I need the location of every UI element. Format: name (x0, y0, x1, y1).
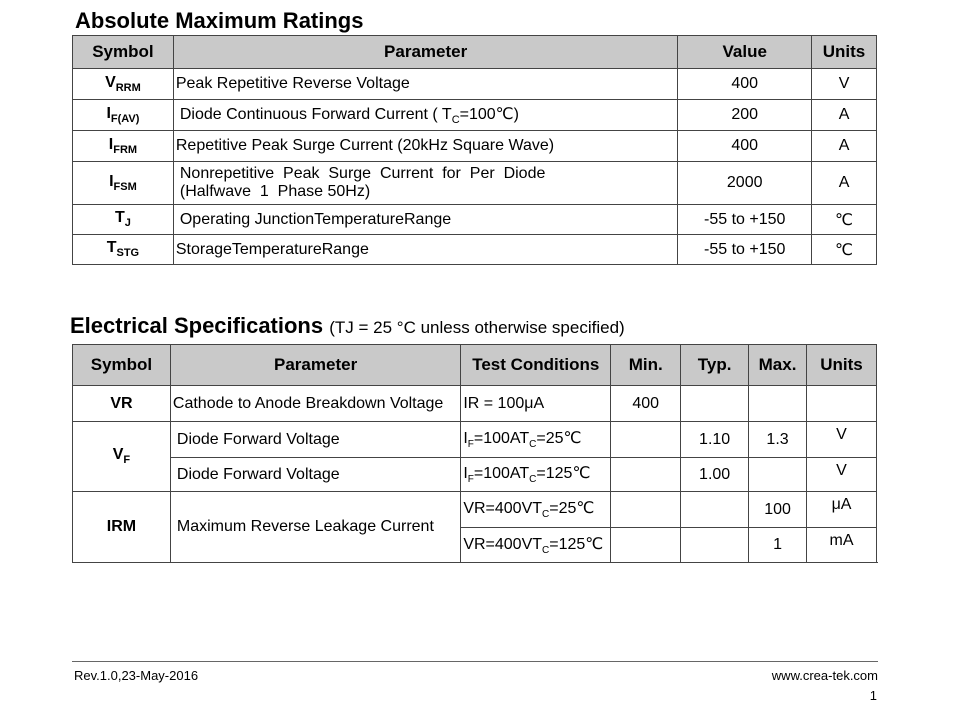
condition-cell: IR = 100μA (460, 385, 612, 422)
elec-header-min: Min. (610, 344, 682, 386)
max-cell: 1 (748, 527, 808, 562)
table-row: TSTG StorageTemperatureRange -55 to +150… (72, 234, 877, 265)
table-row: VR Cathode to Anode Breakdown Voltage IR… (72, 385, 877, 422)
revision-text: Rev.1.0,23-May-2016 (74, 668, 199, 683)
parameter-cell: Repetitive Peak Surge Current (20kHz Squ… (172, 130, 679, 162)
value-cell: 200 (677, 99, 813, 131)
symbol-cell: TSTG (72, 234, 174, 265)
value-cell: 400 (677, 130, 813, 162)
parameter-cell: Diode Forward Voltage (169, 421, 462, 458)
max-cell (748, 457, 808, 492)
symbol-cell: TJ (72, 204, 174, 235)
condition-cell: VR=400VTC=25℃ (460, 491, 612, 528)
table-row: Diode Forward Voltage IF=100ATC=125℃ 1.0… (73, 457, 877, 492)
elec-header-typ: Typ. (680, 344, 750, 386)
absolute-ratings-table: Symbol Parameter Value Units VRRM Peak R… (72, 35, 877, 265)
condition-cell: IF=100ATC=25℃ (460, 421, 612, 458)
elec-header-conditions: Test Conditions (460, 344, 612, 386)
min-cell: 400 (610, 385, 682, 422)
value-cell: 400 (677, 68, 813, 100)
max-cell: 1.3 (748, 421, 808, 458)
typ-cell (680, 385, 750, 422)
typ-cell (680, 527, 750, 562)
max-cell (748, 385, 808, 422)
elec-header-units: Units (806, 344, 877, 386)
symbol-cell: IFSM (72, 161, 174, 205)
page-number: 1 (869, 688, 877, 703)
website-link[interactable]: www.crea-tek.com (771, 668, 878, 683)
symbol-cell: IFRM (72, 130, 174, 162)
elec-header-parameter: Parameter (169, 344, 462, 386)
table-row: TJ Operating JunctionTemperatureRange -5… (72, 204, 877, 235)
symbol-cell: VF (72, 421, 171, 492)
parameter-cell: StorageTemperatureRange (172, 234, 679, 265)
parameter-cell: Cathode to Anode Breakdown Voltage (169, 385, 462, 422)
abs-header-symbol: Symbol (72, 35, 174, 69)
table-row: VR=400VTC=125℃ 1 mA (73, 527, 877, 562)
value-cell: -55 to +150 (677, 234, 813, 265)
parameter-cell: Operating JunctionTemperatureRange (172, 204, 679, 235)
table-row: IFSM Nonrepetitive Peak Surge Current fo… (72, 161, 877, 205)
min-cell (610, 457, 682, 492)
condition-cell: VR=400VTC=125℃ (460, 527, 612, 562)
table-row: VRRM Peak Repetitive Reverse Voltage 400… (72, 68, 877, 100)
typ-cell: 1.10 (680, 421, 750, 458)
electrical-specs-title: Electrical Specifications (TJ = 25 °C un… (70, 313, 625, 338)
unit-cell (806, 385, 877, 422)
parameter-cell: Diode Forward Voltage (169, 457, 462, 492)
symbol-cell: IRM (72, 491, 171, 562)
elec-header-max: Max. (748, 344, 808, 386)
parameter-cell: Peak Repetitive Reverse Voltage (172, 68, 679, 100)
abs-header-parameter: Parameter (172, 35, 679, 69)
electrical-specs-note: (TJ = 25 °C unless otherwise specified) (329, 318, 625, 337)
unit-cell: A (811, 130, 877, 162)
unit-cell: mA (806, 527, 877, 562)
value-cell: -55 to +150 (677, 204, 813, 235)
unit-cell: ℃ (811, 234, 877, 265)
typ-cell: 1.00 (680, 457, 750, 492)
unit-cell: V (806, 421, 877, 458)
max-cell: 100 (748, 491, 808, 528)
unit-cell: ℃ (811, 204, 877, 235)
min-cell (610, 527, 682, 562)
abs-header-value: Value (677, 35, 813, 69)
value-cell: 2000 (677, 161, 813, 205)
unit-cell: μA (806, 491, 877, 528)
symbol-cell: VRRM (72, 68, 174, 100)
parameter-cell: Maximum Reverse Leakage Current (169, 491, 462, 562)
unit-cell: V (806, 457, 877, 492)
footer-divider (72, 661, 878, 662)
parameter-cell: Diode Continuous Forward Current ( TC=10… (172, 99, 679, 131)
symbol-cell: VR (72, 385, 171, 422)
unit-cell: V (811, 68, 877, 100)
table-bottom-rule (72, 562, 878, 563)
unit-cell: A (811, 99, 877, 131)
abs-header-units: Units (811, 35, 877, 69)
min-cell (610, 491, 682, 528)
symbol-cell: IF(AV) (72, 99, 174, 131)
typ-cell (680, 491, 750, 528)
parameter-cell: Nonrepetitive Peak Surge Current for Per… (172, 161, 679, 205)
unit-cell: A (811, 161, 877, 205)
table-row: IF(AV) Diode Continuous Forward Current … (72, 99, 877, 131)
table-row: VF Diode Forward Voltage IF=100ATC=25℃ 1… (72, 421, 877, 492)
electrical-specs-table: Symbol Parameter Test Conditions Min. Ty… (72, 344, 877, 562)
condition-cell: IF=100ATC=125℃ (460, 457, 612, 492)
absolute-ratings-title: Absolute Maximum Ratings (75, 8, 364, 33)
table-row: IRM Maximum Reverse Leakage Current VR=4… (72, 491, 877, 562)
elec-header-symbol: Symbol (72, 344, 171, 386)
min-cell (610, 421, 682, 458)
table-row: IFRM Repetitive Peak Surge Current (20kH… (72, 130, 877, 162)
